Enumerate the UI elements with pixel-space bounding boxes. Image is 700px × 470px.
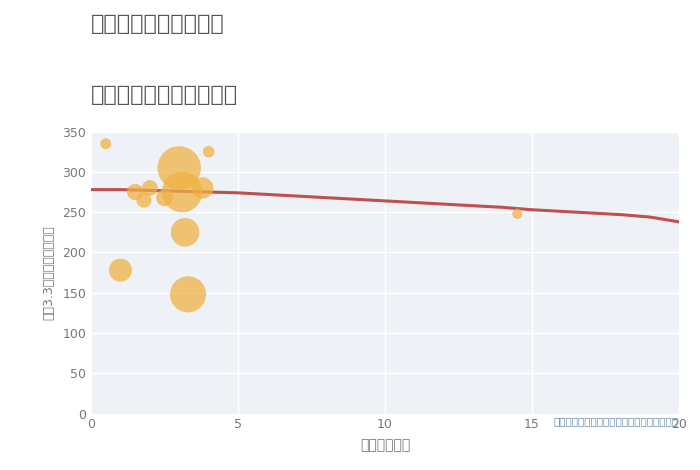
X-axis label: 駅距離（分）: 駅距離（分） <box>360 439 410 453</box>
Point <box>115 266 126 274</box>
Point <box>197 184 209 192</box>
Point <box>130 188 141 196</box>
Point <box>176 188 188 196</box>
Point <box>179 228 190 236</box>
Point <box>159 194 170 202</box>
Text: 東京都千代田区麹町の: 東京都千代田区麹町の <box>91 14 225 34</box>
Text: 駅距離別中古戸建て価格: 駅距離別中古戸建て価格 <box>91 85 238 105</box>
Point <box>144 184 155 192</box>
Point <box>100 140 111 148</box>
Text: 円の大きさは、取引のあった物件面積を示す: 円の大きさは、取引のあった物件面積を示す <box>554 416 679 426</box>
Point <box>183 290 194 298</box>
Y-axis label: 坪（3.3㎡）単価（万円）: 坪（3.3㎡）単価（万円） <box>42 225 55 320</box>
Point <box>139 196 150 204</box>
Point <box>174 164 185 172</box>
Point <box>203 148 214 156</box>
Point <box>512 210 523 218</box>
